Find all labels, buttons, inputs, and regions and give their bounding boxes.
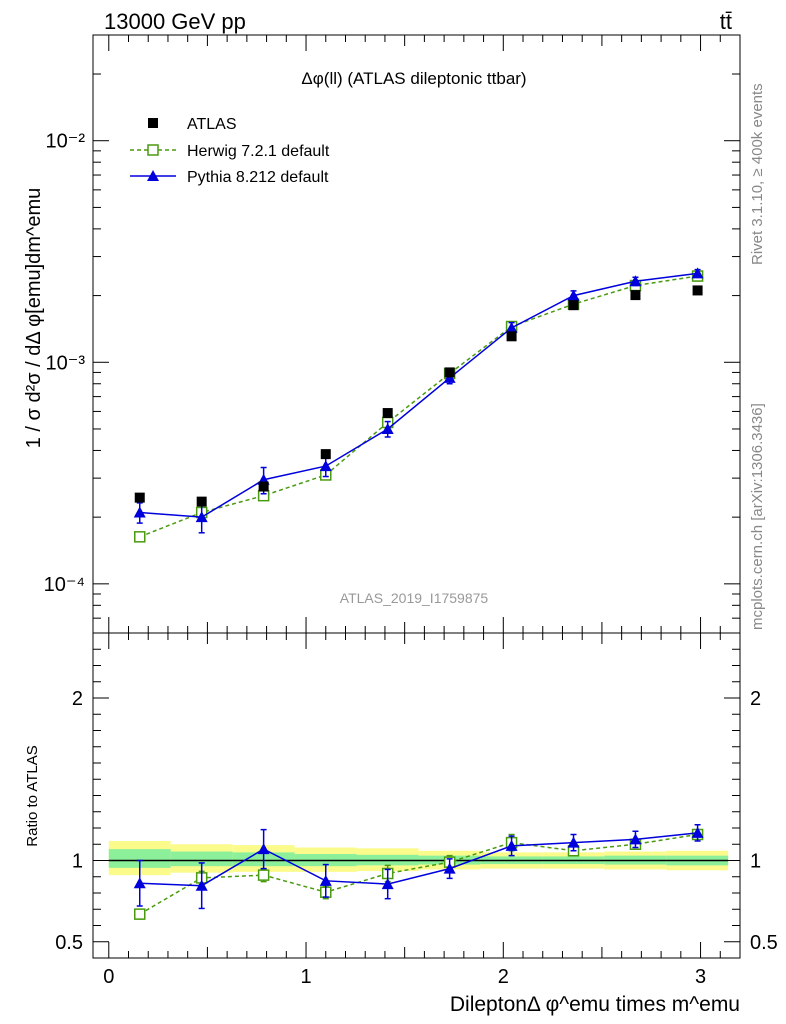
legend-label: Herwig 7.2.1 default	[187, 143, 330, 160]
pythia-ratio-point	[381, 878, 394, 890]
pythia-point	[195, 511, 208, 523]
atlas-point	[692, 285, 703, 296]
pythia-point	[505, 321, 518, 333]
ratio-panel: 0.5 0.5 1 1 2 2 0 1 2 3 Ratio to ATLAS DileptonΔ φ^…	[24, 632, 778, 1016]
x-axis-label: DileptonΔ φ^emu times m^emu	[450, 993, 740, 1016]
x-tick-label: 0	[103, 966, 114, 988]
atlas-point	[506, 331, 517, 342]
pythia-ratio-line	[139, 832, 698, 887]
pythia-ratio-point	[505, 839, 518, 851]
atlas-point	[568, 300, 579, 311]
atlas-point	[444, 367, 455, 378]
pythia-point	[133, 506, 146, 518]
header-ttbar: tt̄	[720, 9, 732, 34]
ratio-y-tick-label-right: 0.5	[750, 932, 778, 954]
y-axis-label: 1 / σ d²σ / dΔ φ[emu]dm^emu	[23, 188, 45, 449]
pythia-point	[319, 460, 332, 472]
x-tick-label: 3	[695, 966, 706, 988]
x-tick-label: 2	[498, 966, 509, 988]
pythia-point	[381, 422, 394, 434]
uncertainty-band-green	[108, 849, 171, 868]
legend-label: ATLAS	[187, 116, 237, 133]
pythia-ratio-point	[691, 826, 704, 838]
ratio-y-tick-label: 0.5	[55, 932, 83, 954]
atlas-point	[320, 449, 331, 460]
pythia-ratio-point	[319, 874, 332, 886]
pythia-point	[629, 275, 642, 287]
rivet-version-label: Rivet 3.1.10, ≥ 400k events	[749, 83, 766, 265]
ratio-y-tick-label: 2	[72, 688, 83, 710]
herwig-ratio-point	[257, 869, 270, 881]
y-tick-label: 10⁻³	[46, 352, 86, 374]
pythia-point	[443, 371, 456, 383]
atlas-point	[630, 290, 641, 301]
ratio-frame	[92, 632, 741, 959]
pythia-ratio-point	[133, 877, 146, 889]
pythia-ratio-point	[257, 843, 270, 855]
ratio-y-tick-label-right: 2	[750, 688, 761, 710]
header-process: 13000 GeV pp	[104, 9, 246, 34]
atlas-point	[258, 481, 269, 492]
legend-label: Pythia 8.212 default	[187, 169, 329, 186]
ratio-y-tick-label-right: 1	[750, 851, 761, 873]
herwig-line	[139, 275, 698, 538]
atlas-point	[196, 496, 207, 507]
herwig-ratio-point	[133, 908, 146, 920]
x-tick-label: 1	[300, 966, 311, 988]
watermark: ATLAS_2019_I1759875	[340, 590, 489, 606]
pythia-ratio-point	[629, 833, 642, 845]
pythia-point	[691, 267, 704, 279]
chart-title: Δφ(ll) (ATLAS dileptonic ttbar)	[301, 69, 526, 88]
y-tick-label: 10⁻⁴	[44, 574, 85, 596]
herwig-ratio-line	[139, 833, 698, 915]
main-panel: 10⁻⁴ 10⁻³ 10⁻² 1 / σ d²σ / dΔ φ[emu]dm^emu Δ…	[23, 34, 741, 634]
uncertainty-band-green	[170, 851, 233, 867]
mcplots-label: mcplots.cern.ch [arXiv:1306.3436]	[749, 403, 766, 630]
pythia-ratio-point	[567, 836, 580, 848]
legend-marker	[147, 170, 159, 181]
pythia-ratio-point	[195, 879, 208, 891]
atlas-point	[134, 492, 145, 503]
pythia-point	[567, 289, 580, 301]
legend-marker	[147, 144, 159, 156]
pythia-line	[139, 272, 698, 518]
ratio-y-axis-label: Ratio to ATLAS	[24, 745, 41, 846]
herwig-point	[133, 531, 146, 543]
y-tick-label: 10⁻²	[46, 131, 86, 153]
pythia-ratio-point	[443, 862, 456, 874]
atlas-point	[382, 408, 393, 419]
legend-marker	[148, 118, 158, 128]
ratio-y-tick-label: 1	[72, 851, 83, 873]
